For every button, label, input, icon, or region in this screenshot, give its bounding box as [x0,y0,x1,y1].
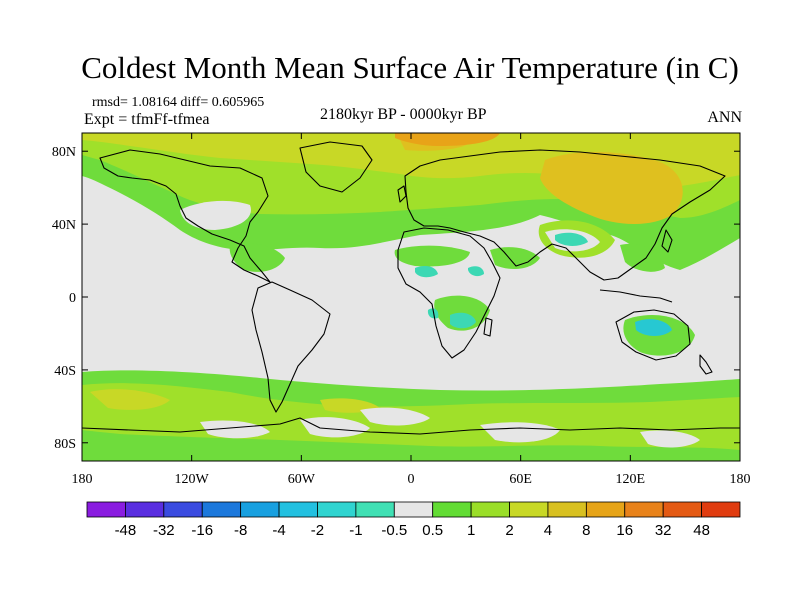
lat-tick-label: 40S [54,364,76,379]
map-field [82,133,740,461]
colorbar-swatch [662,501,702,518]
southern-pacific-neutral [200,420,270,439]
australia-coast [615,309,691,361]
colorbar-label: 1 [467,522,475,539]
colorbar-swatch [509,501,549,518]
lon-tick-label: 120W [175,472,210,487]
europe-asia-coast [404,149,726,281]
lon-tick-label: 60E [509,472,532,487]
colorbar-swatch [125,501,165,518]
colorbar-swatch [201,501,242,518]
colorbar-label: -0.5 [381,522,407,539]
australia-cool-patch [635,319,672,336]
colorbar-label: -48 [115,522,137,539]
antarctic-neutral-far-east [640,430,700,448]
colorbar-swatch [317,501,357,518]
antarctic-neutral-east [480,422,560,443]
lat-tick-label: 80N [52,145,76,160]
colorbar-label: 16 [616,522,633,539]
colorbar-swatch [624,501,664,518]
colorbar-swatch [701,501,741,518]
colorbar-label: -16 [191,522,213,539]
colorbar-swatch [585,501,626,518]
lon-tick-label: 180 [72,472,93,487]
experiment-line: Expt = tfmFf-tfmea [84,111,210,128]
lon-tick-label: 180 [730,472,751,487]
axis-tick-labels: 180 120W 60W 0 60E 120E 180 80N 40N 0 40S 80S [52,145,751,487]
madagascar-coast [483,317,493,337]
colorbar-label: 8 [582,522,590,539]
colorbar-swatch [163,501,203,518]
west-africa-cool-patch [427,308,439,319]
greenland-coast [299,141,373,193]
colorbar-swatch [547,501,587,518]
africa-cool-patch [450,312,476,329]
colorbar-swatch [470,501,510,518]
indonesia-coast [599,289,673,303]
colorbar-swatch [355,501,395,518]
sahara-warm [394,245,470,267]
colorbar-label: -32 [153,522,175,539]
siberia-warm-patch [540,151,683,225]
season-label: ANN [707,109,742,126]
sahara-cool-patch [415,266,438,278]
north-america-coast [99,149,271,283]
south-pacific-warm [90,389,170,410]
colorbar-label: 0.5 [422,522,443,539]
colorbar-label: 32 [655,522,672,539]
colorbar-swatch [278,501,318,518]
colorbar-label: 48 [693,522,710,539]
colorbar-swatch [432,501,472,518]
chart-title: Coldest Month Mean Surface Air Temperatu… [81,50,739,85]
antarctic-neutral-west [300,417,370,438]
lon-tick-label: 120E [616,472,646,487]
lat-tick-label: 80S [54,437,76,452]
pacific-neutral [82,178,182,253]
lat-tick-label: 0 [69,291,76,306]
africa-coast [397,227,501,359]
colorbar-label: -1 [349,522,362,539]
lon-tick-label: 0 [408,472,415,487]
colorbar-label: -2 [311,522,324,539]
north-atlantic-neutral [180,200,251,230]
lat-tick-label: 40N [52,218,76,233]
colorbar: -48 -32 -16 -8 -4 -2 -1 -0.5 0.5 1 2 4 8 16 32 48 [86,501,741,539]
colorbar-swatch [393,501,434,518]
stats-line: rmsd= 1.08164 diff= 0.605965 [92,95,265,110]
coastlines [81,141,740,435]
central-america-warm [229,243,285,272]
arctic-hot-patch [395,133,500,146]
colorbar-label: -4 [272,522,285,539]
tibet-cool-patch [555,232,588,246]
arabia-warm [490,247,540,270]
colorbar-label: 4 [544,522,552,539]
axis-ticks [81,133,741,461]
east-asia-warm [620,243,665,272]
colorbar-label: -8 [234,522,247,539]
colorbar-swatch [86,501,126,518]
arabia-cool-patch [468,266,484,277]
south-atlantic-neutral [360,407,430,426]
uk-coast [397,185,407,203]
lon-tick-label: 60W [288,472,316,487]
colorbar-label: 2 [505,522,513,539]
antarctica-coast [81,417,740,435]
japan-coast [661,229,673,253]
new-zealand-coast [699,354,713,375]
south-america-coast [251,281,331,413]
colorbar-swatch [240,501,280,518]
period-label: 2180kyr BP - 0000kyr BP [320,106,487,123]
